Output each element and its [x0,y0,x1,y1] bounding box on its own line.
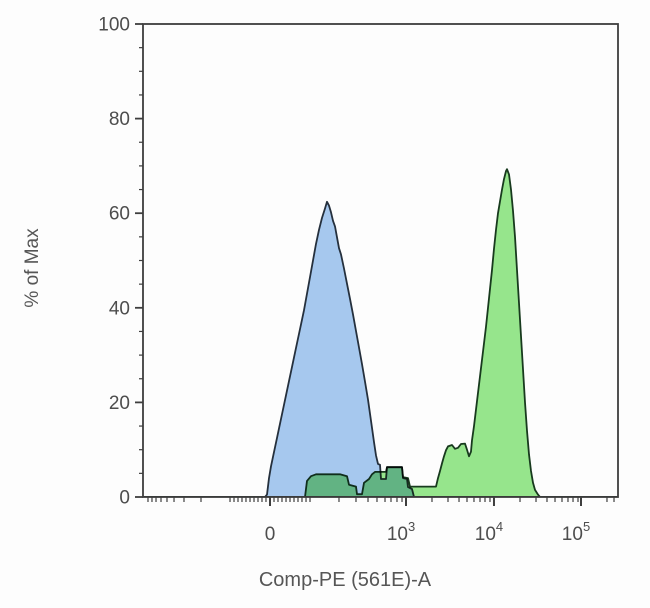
y-axis-title: % of Max [22,228,43,308]
y-axis-tick-label: 40 [109,298,130,319]
x-axis-tick-label: 105 [562,519,590,545]
green-histogram-area [143,168,618,497]
x-tick-base: 0 [265,524,276,545]
axis-ticks [135,23,615,506]
x-tick-base: 10 [475,524,496,545]
x-tick-exponent: 3 [408,519,415,534]
x-axis-tick-label: 0 [265,524,276,545]
y-axis-tick-label: 0 [119,488,130,509]
y-axis-tick-label: 80 [109,109,130,130]
y-axis-tick-label: 100 [98,15,130,36]
y-axis-tick-label: 20 [109,393,130,414]
histogram-curves [143,168,618,497]
x-tick-base: 10 [387,524,408,545]
x-tick-exponent: 4 [496,519,503,534]
blue-histogram-area [143,200,618,497]
x-axis-title: Comp-PE (561E)-A [259,569,432,591]
x-tick-base: 10 [562,524,583,545]
x-axis-tick-label: 104 [475,519,503,545]
plot-border [142,23,619,498]
y-axis-tick-label: 60 [109,204,130,225]
x-tick-exponent: 5 [583,519,590,534]
x-axis-tick-label: 103 [387,519,415,545]
